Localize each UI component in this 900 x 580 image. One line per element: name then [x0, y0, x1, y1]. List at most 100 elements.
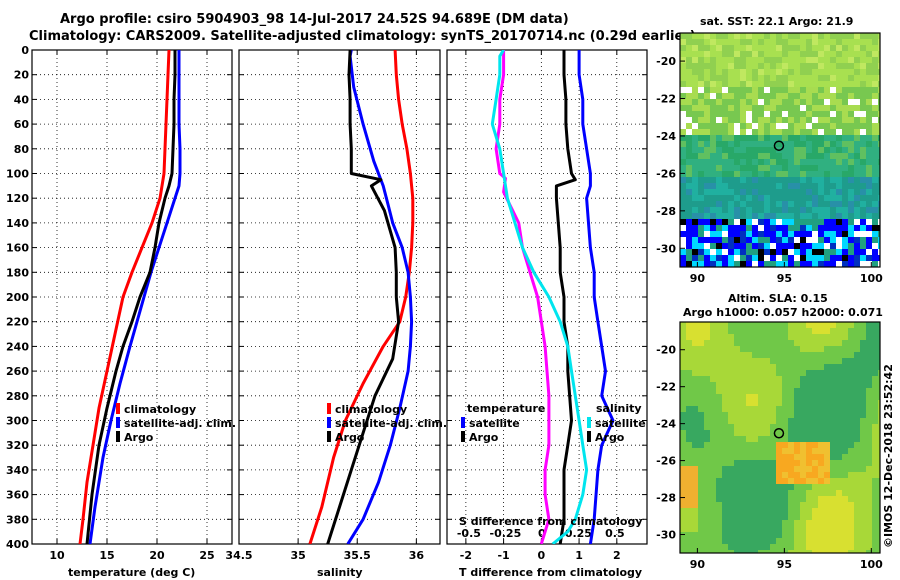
- map-cell: [698, 532, 704, 538]
- map-cell: [764, 75, 770, 81]
- map-cell: [794, 159, 800, 165]
- map-cell: [722, 255, 728, 261]
- map-cell: [680, 328, 686, 334]
- map-cell: [734, 147, 740, 153]
- map-cell: [758, 466, 764, 472]
- map-cell: [734, 261, 740, 267]
- map-cell: [752, 45, 758, 51]
- map-cell: [764, 508, 770, 514]
- map-cell: [782, 99, 788, 105]
- series-line-climatology: [78, 50, 171, 544]
- map-cell: [746, 123, 752, 129]
- salinity-panel: 34.5 35 35.5 36: [225, 49, 441, 562]
- map-cell: [752, 237, 758, 243]
- map-cell: [776, 93, 782, 99]
- map-cell: [746, 388, 752, 394]
- map-cell: [842, 93, 848, 99]
- map-cell: [842, 39, 848, 45]
- map-cell: [764, 478, 770, 484]
- map-cell: [692, 195, 698, 201]
- map-cell: [704, 261, 710, 267]
- map-cell: [782, 460, 788, 466]
- map-cell: [752, 123, 758, 129]
- map-cell: [842, 544, 848, 550]
- map-cell: [824, 364, 830, 370]
- map-cell: [854, 261, 860, 267]
- map-cell: [704, 508, 710, 514]
- map-cell: [734, 249, 740, 255]
- map-cell: [716, 370, 722, 376]
- map-cell: [734, 532, 740, 538]
- map-cell: [806, 478, 812, 484]
- map-cell: [686, 478, 692, 484]
- map-cell: [776, 75, 782, 81]
- map-cell: [746, 418, 752, 424]
- map-cell: [836, 382, 842, 388]
- map-cell: [692, 490, 698, 496]
- map-cell: [830, 99, 836, 105]
- map-cell: [788, 424, 794, 430]
- map-cell: [872, 123, 878, 129]
- map-cell: [764, 364, 770, 370]
- map-cell: [692, 550, 698, 553]
- map-cell: [854, 436, 860, 442]
- map-cell: [812, 508, 818, 514]
- map-cell: [860, 237, 866, 243]
- map-cell: [770, 45, 776, 51]
- map-cell: [830, 364, 836, 370]
- map-cell: [770, 171, 776, 177]
- map-cell: [680, 171, 686, 177]
- map-cell: [848, 51, 854, 57]
- map-cell: [794, 322, 800, 328]
- map-cell: [830, 129, 836, 135]
- map-cell: [686, 340, 692, 346]
- map-cell: [776, 243, 782, 249]
- map-cell: [740, 231, 746, 237]
- map-cell: [740, 201, 746, 207]
- map-cell: [728, 195, 734, 201]
- map-cell: [794, 225, 800, 231]
- map-cell: [734, 195, 740, 201]
- map-cell: [728, 105, 734, 111]
- map-cell: [848, 358, 854, 364]
- map-cell: [776, 39, 782, 45]
- map-cell: [836, 183, 842, 189]
- map-cell: [776, 141, 782, 147]
- map-cell: [728, 111, 734, 117]
- map-cell: [848, 93, 854, 99]
- map-cell: [758, 87, 764, 93]
- map-cell: [794, 478, 800, 484]
- map-cell: [872, 496, 878, 502]
- map-cell: [770, 442, 776, 448]
- map-cell: [770, 237, 776, 243]
- map-cell: [800, 159, 806, 165]
- map-cell: [752, 514, 758, 520]
- map-cell: [860, 261, 866, 267]
- map-cell: [752, 135, 758, 141]
- map-cell: [788, 454, 794, 460]
- map-cell: [776, 454, 782, 460]
- map-cell: [818, 51, 824, 57]
- map-cell: [692, 69, 698, 75]
- map-cell: [836, 57, 842, 63]
- map-cell: [836, 538, 842, 544]
- map-cell: [722, 261, 728, 267]
- map-cell: [752, 526, 758, 532]
- map-cell: [770, 33, 776, 39]
- map-cell: [818, 400, 824, 406]
- map-cell: [770, 57, 776, 63]
- map-cell: [794, 376, 800, 382]
- map-cell: [746, 322, 752, 328]
- map-cell: [686, 261, 692, 267]
- map-cell: [698, 201, 704, 207]
- series-line-satellite-adj-clim-: [346, 50, 414, 544]
- map-cell: [842, 135, 848, 141]
- map-cell: [704, 400, 710, 406]
- map-cell: [824, 406, 830, 412]
- map-cell: [752, 544, 758, 550]
- map-cell: [788, 255, 794, 261]
- map-cell: [752, 153, 758, 159]
- map-cell: [878, 207, 880, 213]
- map-cell: [866, 117, 872, 123]
- map-cell: [836, 33, 842, 39]
